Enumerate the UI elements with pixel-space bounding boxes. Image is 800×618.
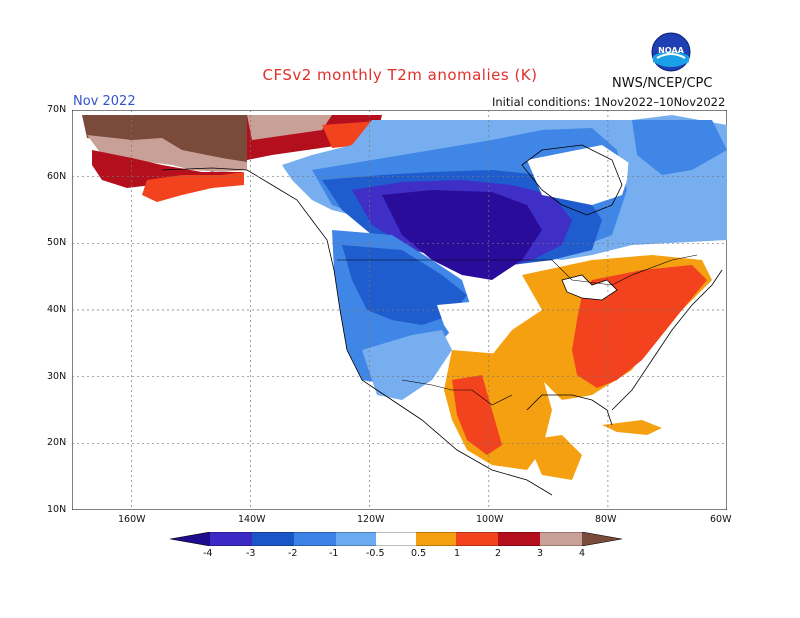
forecast-month: Nov 2022 (73, 94, 136, 109)
lat-label: 60N (47, 171, 67, 182)
region-alaska-warm3 (87, 135, 247, 172)
colorbar-label: -0.5 (366, 548, 385, 559)
lat-label: 50N (47, 237, 67, 248)
colorbar-swatch (416, 532, 456, 546)
lat-label: 70N (47, 104, 67, 115)
colorbar-label: 0.5 (411, 548, 427, 559)
lon-label: 140W (238, 514, 266, 525)
region-labrador-cold1 (632, 120, 727, 175)
region-plains-deep-cold (382, 190, 542, 280)
lon-label: 160W (118, 514, 146, 525)
colorbar-label: -1 (329, 548, 339, 559)
logo-text: NOAA (658, 46, 684, 55)
coastline-west (161, 167, 553, 496)
initial-conditions: Initial conditions: 1Nov2022–10Nov2022 (492, 95, 726, 109)
us-canada-border (337, 254, 698, 286)
colorbar-swatch (582, 532, 622, 546)
colorbar-swatch (498, 532, 540, 546)
hudson-bay-outline (521, 144, 623, 216)
lon-label: 120W (357, 514, 385, 525)
colorbar-swatch (376, 532, 416, 546)
region-west-us-cold2 (342, 245, 467, 325)
lat-label: 20N (47, 437, 67, 448)
colorbar-swatch (336, 532, 376, 546)
colorbar-label: 4 (579, 548, 586, 559)
coastline-east (611, 269, 723, 411)
region-caribbean (602, 420, 662, 435)
agency-label: NWS/NCEP/CPC (612, 76, 713, 91)
great-lakes (561, 274, 618, 301)
colorbar-label: -4 (203, 548, 213, 559)
colorbar-swatch (170, 532, 210, 546)
region-central-america-warm05 (527, 435, 582, 480)
region-yukon-warm3 (247, 115, 332, 140)
region-west-us-cold05 (362, 330, 452, 400)
colorbar-label: -3 (246, 548, 256, 559)
colorbar-swatch (252, 532, 294, 546)
colorbar (170, 532, 623, 546)
colorbar-swatch (210, 532, 252, 546)
us-mexico-border (401, 379, 513, 406)
lat-label: 30N (47, 371, 67, 382)
region-alaska-warm1 (142, 172, 244, 202)
anomaly-map (72, 110, 727, 510)
coastline-gulf (526, 394, 613, 426)
lat-label: 40N (47, 304, 67, 315)
colorbar-swatch (456, 532, 498, 546)
colorbar-label: -2 (288, 548, 298, 559)
map-title: CFSv2 monthly T2m anomalies (K) (262, 66, 538, 84)
lon-label: 100W (476, 514, 504, 525)
colorbar-label: 3 (537, 548, 544, 559)
colorbar-swatch (294, 532, 336, 546)
colorbar-label: 2 (495, 548, 502, 559)
noaa-logo: NOAA (651, 32, 691, 72)
region-mexico-warm1 (452, 375, 502, 455)
colorbar-swatch (540, 532, 582, 546)
lat-label: 10N (47, 504, 67, 515)
lon-label: 80W (595, 514, 617, 525)
region-hudson-neutral (527, 145, 632, 205)
colorbar-label: 1 (454, 548, 461, 559)
lon-label: 60W (710, 514, 732, 525)
